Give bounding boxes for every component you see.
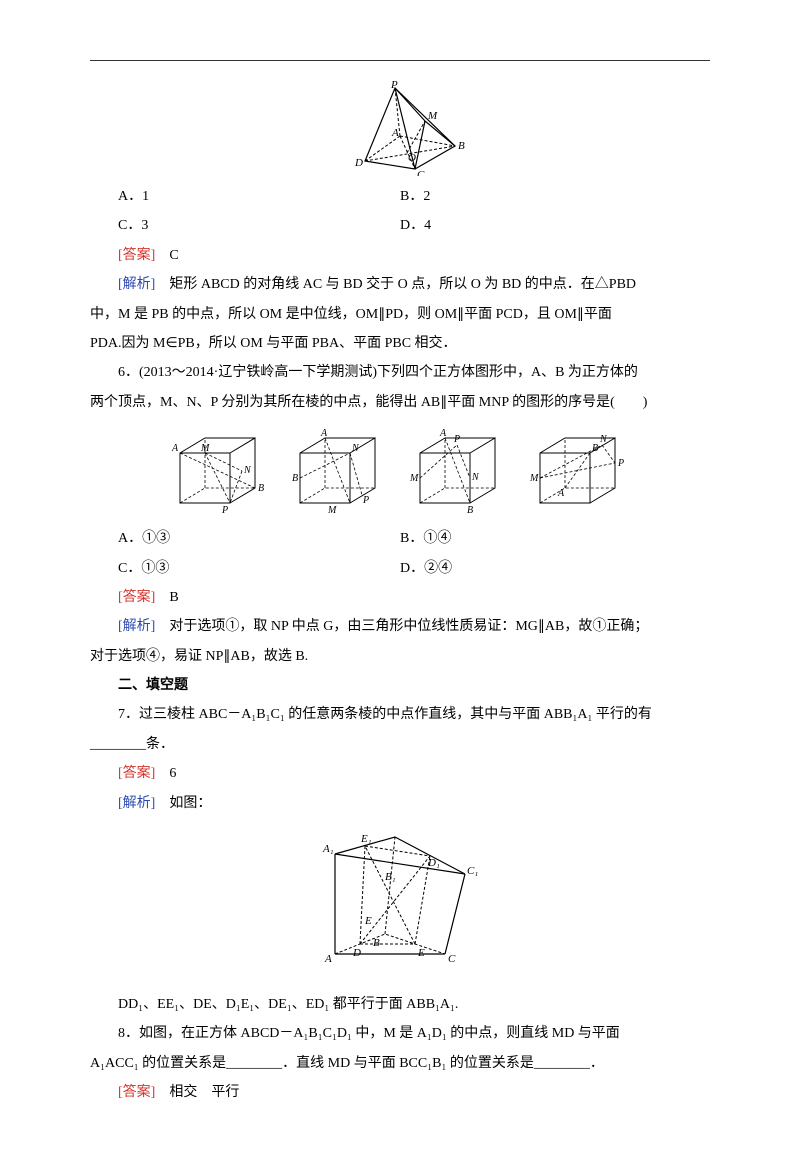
q6-stem-1: 6．(2013～2014·辽宁铁岭高一下学期测试)下列四个正方体图形中，A、B …: [90, 358, 710, 387]
svg-text:E₁: E₁: [360, 833, 372, 845]
explain-label: [解析]: [118, 277, 155, 292]
q8-stem-2: A₁ACC₁ 的位置关系是________．直线 MD 与平面 BCC₁B₁ 的…: [90, 1049, 710, 1078]
q7-stem-2: ________条．: [90, 730, 710, 759]
svg-text:E: E: [364, 915, 372, 927]
answer-label: [答案]: [118, 248, 155, 263]
svg-text:A: A: [320, 428, 328, 439]
svg-text:P: P: [617, 458, 624, 469]
q5-options: A．1 B．2 C．3 D．4: [90, 182, 710, 241]
svg-text:P: P: [453, 434, 460, 445]
q5-optB: B．2: [400, 182, 710, 211]
svg-text:P: P: [221, 505, 228, 516]
q8-answer: [答案] 相交 平行: [90, 1078, 710, 1107]
svg-text:B: B: [592, 443, 598, 454]
svg-text:D: D: [354, 157, 363, 169]
q5-optC: C．3: [90, 211, 400, 240]
q6-optA: A．①③: [90, 524, 400, 553]
svg-text:M: M: [200, 443, 210, 454]
section-2-title: 二、填空题: [90, 671, 710, 700]
svg-text:P: P: [362, 495, 369, 506]
q7-conclusion: DD₁、EE₁、DE、D₁E₁、DE₁、ED₁ 都平行于面 ABB₁A₁.: [90, 990, 710, 1019]
svg-text:A: A: [171, 443, 179, 454]
svg-text:N: N: [243, 465, 252, 476]
q6-figure: A M N P B A B N M P: [90, 423, 710, 518]
svg-text:B: B: [292, 473, 298, 484]
answer-label: [答案]: [118, 590, 155, 605]
q5-optA: A．1: [90, 182, 400, 211]
q6-optC: C．①③: [90, 554, 400, 583]
svg-text:B: B: [258, 483, 264, 494]
svg-text:N: N: [471, 472, 480, 483]
q6-options: A．①③ B．①④ C．①③ D．②④: [90, 524, 710, 583]
q7-answer: [答案] 6: [90, 759, 710, 788]
q5-figure: P M B C O A D: [90, 81, 710, 176]
q6-exp-1: [解析] 对于选项①，取 NP 中点 G，由三角形中位线性质易证：MG∥AB，故…: [90, 612, 710, 641]
svg-text:A: A: [439, 428, 447, 439]
q6-exp-2: 对于选项④，易证 NP∥AB，故选 B.: [90, 642, 710, 671]
q6-optB: B．①④: [400, 524, 710, 553]
q6-stem-2: 两个顶点，M、N、P 分别为其所在棱的中点，能得出 AB∥平面 MNP 的图形的…: [90, 388, 710, 417]
svg-text:E: E: [417, 947, 425, 959]
svg-text:P: P: [390, 81, 398, 91]
svg-text:A₁: A₁: [322, 843, 334, 855]
svg-text:M: M: [427, 110, 438, 122]
svg-text:C: C: [417, 169, 425, 176]
answer-label: [答案]: [118, 766, 155, 781]
svg-text:O: O: [408, 152, 416, 164]
svg-text:A: A: [557, 488, 565, 499]
q6-optD: D．②④: [400, 554, 710, 583]
q6-answer: [答案] B: [90, 583, 710, 612]
q7-figure: A B C A₁ B₁ C₁ D E D₁ E₁ E: [90, 824, 710, 984]
answer-label: [答案]: [118, 1085, 155, 1100]
svg-text:M: M: [327, 505, 337, 516]
svg-text:N: N: [599, 434, 608, 445]
svg-text:A: A: [391, 127, 399, 139]
explain-label: [解析]: [118, 619, 155, 634]
top-rule: [90, 60, 710, 61]
q7-stem-1: 7．过三棱柱 ABC－A₁B₁C₁ 的任意两条棱的中点作直线，其中与平面 ABB…: [90, 700, 710, 729]
svg-text:M: M: [409, 473, 419, 484]
svg-text:B: B: [467, 505, 473, 516]
svg-text:B: B: [373, 937, 380, 949]
q5-exp-2: 中，M 是 PB 的中点，所以 OM 是中位线，OM∥PD，则 OM∥平面 PC…: [90, 300, 710, 329]
explain-label: [解析]: [118, 796, 155, 811]
q8-stem-1: 8．如图，在正方体 ABCD－A₁B₁C₁D₁ 中，M 是 A₁D₁ 的中点，则…: [90, 1019, 710, 1048]
q5-answer: [答案] C: [90, 241, 710, 270]
q5-optD: D．4: [400, 211, 710, 240]
svg-text:C: C: [448, 953, 456, 965]
svg-text:M: M: [529, 473, 539, 484]
svg-text:C₁: C₁: [467, 865, 478, 877]
q5-exp-3: PDA.因为 M∈PB，所以 OM 与平面 PBA、平面 PBC 相交．: [90, 329, 710, 358]
q7-exp-1: [解析] 如图：: [90, 789, 710, 818]
svg-text:N: N: [351, 443, 360, 454]
svg-text:A: A: [324, 953, 332, 965]
q5-exp-1: [解析] 矩形 ABCD 的对角线 AC 与 BD 交于 O 点，所以 O 为 …: [90, 270, 710, 299]
svg-text:B: B: [458, 140, 465, 152]
svg-text:D₁: D₁: [427, 857, 440, 869]
svg-text:B₁: B₁: [385, 871, 396, 883]
svg-text:D: D: [352, 947, 361, 959]
